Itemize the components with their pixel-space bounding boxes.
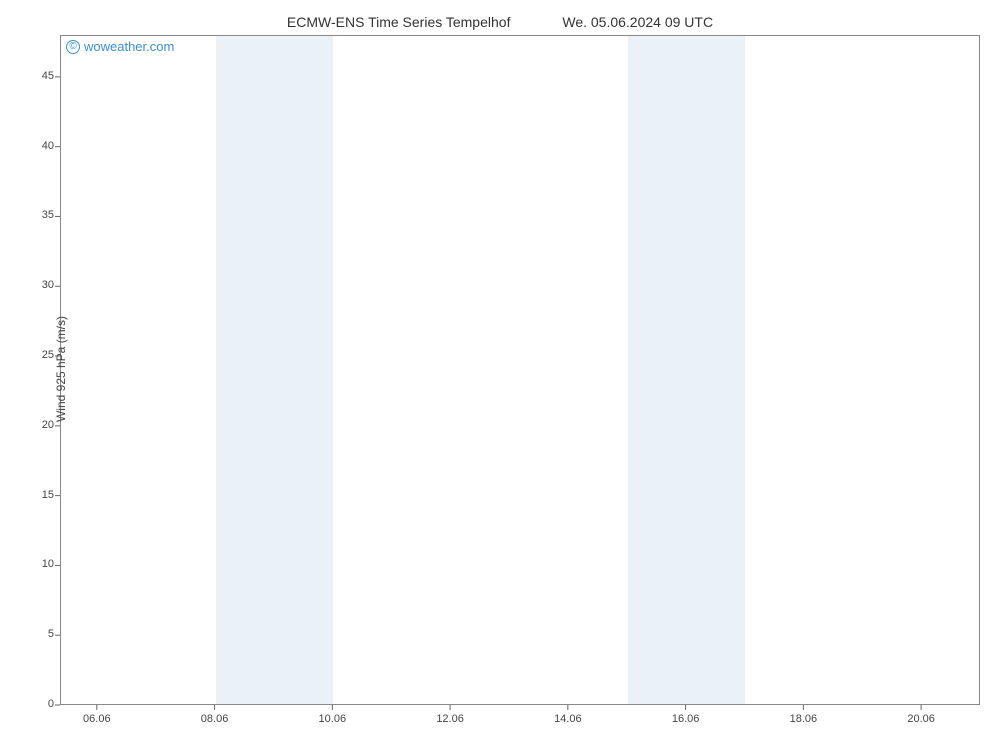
x-tick-label: 14.06 [538,713,598,725]
y-tick-label: 25 [26,349,54,361]
x-tick-label: 16.06 [656,713,716,725]
y-tick-label: 10 [26,558,54,570]
y-axis-label: Wind 925 hPa (m/s) [54,316,68,422]
plot-area [60,35,980,705]
y-tick-label: 20 [26,419,54,431]
y-tick-label: 15 [26,489,54,501]
y-tick-label: 45 [26,70,54,82]
y-tick-label: 0 [26,698,54,710]
x-tick-label: 18.06 [773,713,833,725]
chart-container: ECMW-ENS Time Series Tempelhof We. 05.06… [0,0,1000,733]
chart-title: ECMW-ENS Time Series Tempelhof We. 05.06… [0,14,1000,30]
y-tick-label: 5 [26,628,54,640]
y-tick-label: 30 [26,279,54,291]
copyright-icon: © [66,40,80,54]
x-tick-label: 20.06 [891,713,951,725]
weekend-shading [216,36,334,704]
title-left: ECMW-ENS Time Series Tempelhof [287,14,535,30]
x-tick-label: 06.06 [67,713,127,725]
title-right: We. 05.06.2024 09 UTC [538,14,713,30]
x-tick-label: 10.06 [302,713,362,725]
y-tick-label: 35 [26,209,54,221]
watermark-text: woweather.com [84,39,174,54]
x-tick-label: 12.06 [420,713,480,725]
y-tick-label: 40 [26,140,54,152]
watermark: © woweather.com [66,39,174,54]
weekend-shading [628,36,746,704]
x-tick-label: 08.06 [185,713,245,725]
